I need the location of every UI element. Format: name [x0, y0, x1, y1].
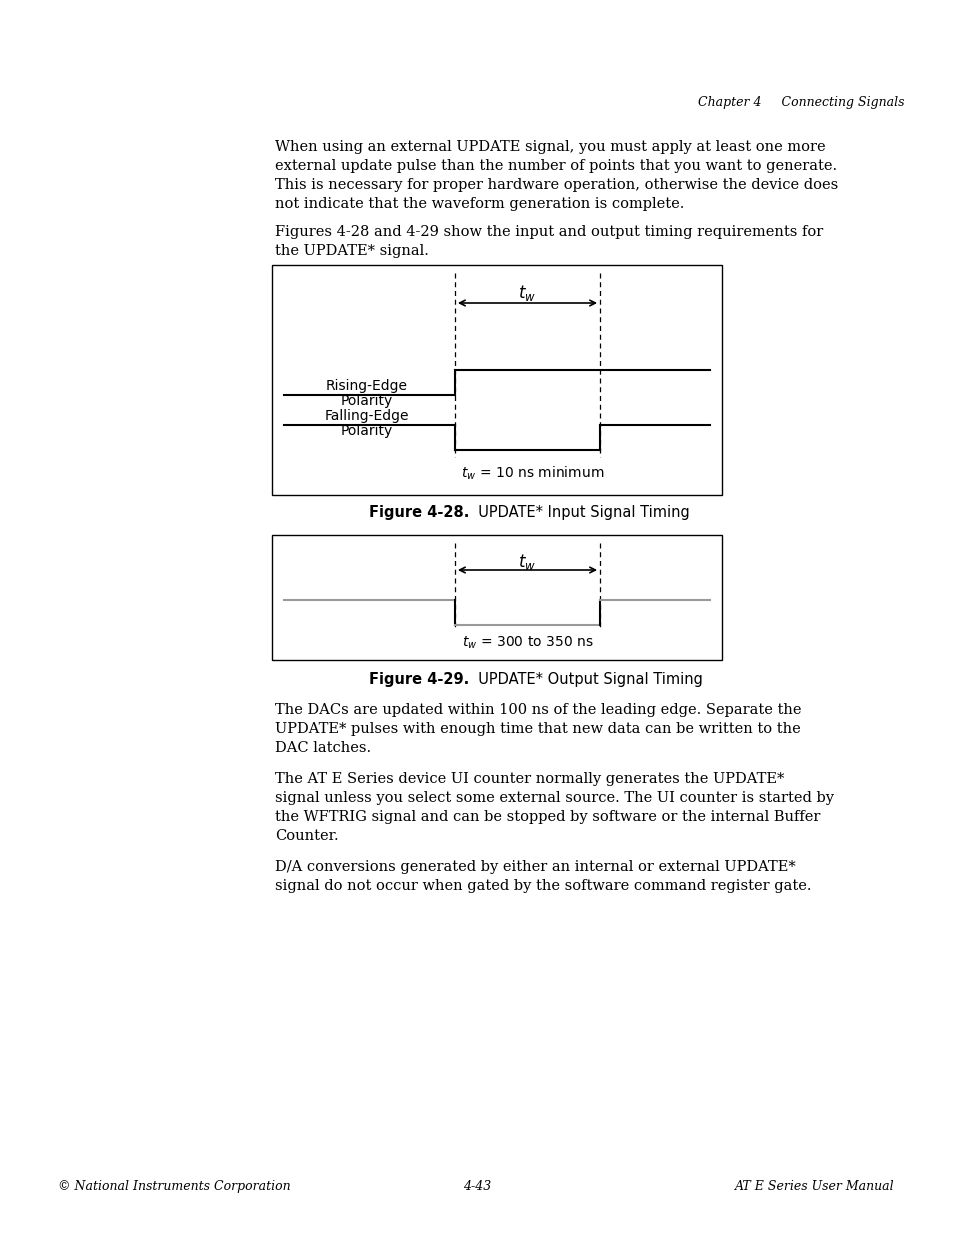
Text: © National Instruments Corporation: © National Instruments Corporation	[58, 1179, 291, 1193]
Text: The DACs are updated within 100 ns of the leading edge. Separate the: The DACs are updated within 100 ns of th…	[274, 703, 801, 718]
Text: $t_w$: $t_w$	[517, 283, 536, 303]
Text: the UPDATE* signal.: the UPDATE* signal.	[274, 245, 429, 258]
Text: Figures 4-28 and 4-29 show the input and output timing requirements for: Figures 4-28 and 4-29 show the input and…	[274, 225, 822, 240]
Text: Rising-Edge: Rising-Edge	[326, 379, 408, 393]
Text: UPDATE* pulses with enough time that new data can be written to the: UPDATE* pulses with enough time that new…	[274, 722, 800, 736]
Text: The AT E Series device UI counter normally generates the UPDATE*: The AT E Series device UI counter normal…	[274, 772, 783, 785]
Text: Polarity: Polarity	[340, 424, 393, 438]
Text: DAC latches.: DAC latches.	[274, 741, 371, 755]
Text: Figure 4-29.: Figure 4-29.	[369, 672, 469, 687]
Text: Figure 4-28.: Figure 4-28.	[368, 505, 469, 520]
Text: Counter.: Counter.	[274, 829, 338, 844]
Text: AT E Series User Manual: AT E Series User Manual	[735, 1179, 894, 1193]
Text: Polarity: Polarity	[340, 394, 393, 408]
Bar	[272, 266, 721, 495]
Text: not indicate that the waveform generation is complete.: not indicate that the waveform generatio…	[274, 198, 683, 211]
Text: Falling-Edge: Falling-Edge	[324, 409, 409, 424]
Text: When using an external UPDATE signal, you must apply at least one more: When using an external UPDATE signal, yo…	[274, 140, 824, 154]
Text: 4-43: 4-43	[462, 1179, 491, 1193]
Text: UPDATE* Input Signal Timing: UPDATE* Input Signal Timing	[469, 505, 689, 520]
Text: $t_w$ = 300 to 350 ns: $t_w$ = 300 to 350 ns	[461, 635, 593, 651]
Text: $t_w$: $t_w$	[517, 552, 536, 572]
Text: signal unless you select some external source. The UI counter is started by: signal unless you select some external s…	[274, 790, 833, 805]
Bar	[272, 535, 721, 659]
Text: the WFTRIG signal and can be stopped by software or the internal Buffer: the WFTRIG signal and can be stopped by …	[274, 810, 820, 824]
Text: Chapter 4     Connecting Signals: Chapter 4 Connecting Signals	[698, 96, 904, 109]
Text: D/A conversions generated by either an internal or external UPDATE*: D/A conversions generated by either an i…	[274, 860, 795, 874]
Text: external update pulse than the number of points that you want to generate.: external update pulse than the number of…	[274, 159, 836, 173]
Text: $t_w$ = 10 ns minimum: $t_w$ = 10 ns minimum	[460, 466, 603, 483]
Text: UPDATE* Output Signal Timing: UPDATE* Output Signal Timing	[469, 672, 702, 687]
Text: signal do not occur when gated by the software command register gate.: signal do not occur when gated by the so…	[274, 879, 811, 893]
Text: This is necessary for proper hardware operation, otherwise the device does: This is necessary for proper hardware op…	[274, 178, 838, 191]
